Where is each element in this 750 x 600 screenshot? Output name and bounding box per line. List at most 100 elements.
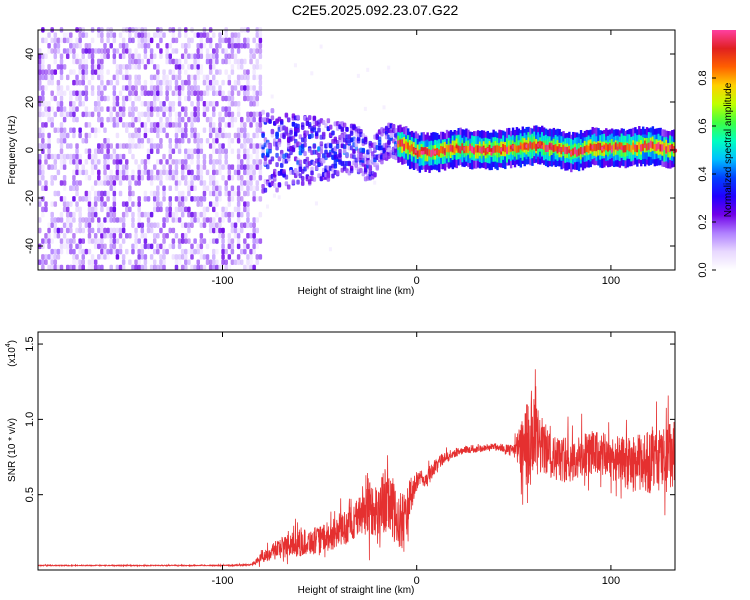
spectrogram-cell [193, 74, 197, 81]
spectrogram-cell [249, 111, 253, 118]
spectrogram-cell [252, 190, 256, 197]
spectrogram-cell [249, 259, 253, 265]
spectrogram-cell [134, 106, 138, 112]
spectrogram-cell [307, 121, 312, 127]
spectrogram-cell [246, 164, 250, 170]
spectrogram-cell [174, 48, 179, 54]
spectrogram-cell [208, 201, 213, 207]
spectrogram-cell [252, 101, 256, 107]
spectrogram-cell [552, 144, 556, 153]
spectrogram-cell [296, 179, 300, 185]
spectrogram-cell [75, 95, 79, 102]
spectrogram-cell [156, 132, 160, 139]
spectrogram-cell [233, 79, 238, 86]
spectrogram-cell [218, 132, 222, 139]
spectrogram-cell [165, 79, 169, 86]
spectrogram-cell [243, 58, 247, 65]
spectrogram-cell [81, 101, 86, 107]
spectrogram-cell [81, 58, 86, 65]
spectrogram-cell [168, 206, 173, 213]
spectrogram-cell [146, 153, 151, 160]
spectrogram-cell [118, 174, 123, 181]
spectrogram-cell [109, 116, 113, 123]
spectrogram-cell [230, 148, 235, 155]
spectrogram-cell [56, 190, 61, 197]
spectrogram-cell [47, 227, 51, 234]
spectrogram-cell [53, 248, 58, 255]
spectrogram-cell [131, 264, 135, 271]
spectrogram-cell [249, 116, 253, 123]
spectrogram-cell [236, 153, 241, 160]
spectrogram-cell [202, 222, 207, 228]
spectrogram-cell [97, 196, 101, 202]
spectrogram-cell [38, 48, 42, 54]
spectrogram-cell [78, 64, 82, 70]
spectrogram-cell [134, 32, 138, 38]
spectrogram-cell [224, 148, 228, 155]
spectrogram-cell [159, 264, 163, 271]
spectrogram-cell [100, 190, 104, 197]
spectrogram-cell [128, 53, 132, 60]
spectrogram-cell [275, 162, 279, 168]
spectrogram-cell [249, 153, 253, 160]
spectrogram-cell [112, 185, 117, 192]
spectrogram-cell [140, 143, 145, 149]
spectrogram-cell [41, 127, 45, 133]
spectrogram-cell [218, 85, 222, 91]
spectrogram-cell [59, 159, 64, 165]
spectrogram-cell [168, 227, 173, 234]
spectrogram-cell [258, 196, 263, 202]
spectrogram-cell [599, 143, 602, 151]
spectrogram-cell [100, 222, 104, 228]
spectrogram-cell [112, 85, 117, 91]
spectrogram-cell [243, 143, 247, 149]
spectrogram-cell [382, 105, 386, 110]
spectrogram-cell [373, 172, 377, 178]
spectrogram-cell [246, 159, 250, 165]
spectrogram-cell [239, 74, 244, 81]
spectrogram-cell [128, 90, 132, 96]
spectrogram-cell [184, 180, 188, 186]
spectrogram-cell [291, 146, 296, 152]
spectrogram-cell [137, 174, 141, 181]
spectrogram-cell [184, 259, 188, 265]
spectrogram-cell [239, 143, 244, 149]
spectrogram-cell [168, 196, 173, 202]
spectrogram-cell [215, 238, 219, 244]
spectrogram-cell [84, 106, 89, 112]
spectrogram-cell [255, 132, 260, 139]
spectrogram-cell [137, 116, 141, 123]
spectrogram-cell [558, 144, 561, 152]
spectrogram-cell [97, 190, 101, 197]
spectrogram-cell [106, 53, 110, 60]
spectrogram-cell [143, 79, 148, 86]
spectrogram-cell [249, 254, 253, 260]
spectrogram-cell [121, 111, 126, 118]
spectrogram-cell [457, 145, 460, 153]
spectrogram-cell [162, 153, 166, 160]
spectrogram-cell [78, 79, 82, 86]
spectrogram-cell [239, 174, 244, 181]
spectrogram-cell [115, 159, 120, 165]
spectrogram-cell [174, 58, 179, 65]
spectrogram-cell [208, 259, 213, 265]
spectrogram-cell [193, 79, 197, 86]
spectrogram-cell [128, 58, 132, 65]
spectrogram-cell [149, 222, 154, 228]
spectrogram-cell [118, 217, 123, 223]
spectrogram-cell [156, 264, 160, 271]
spectrogram-cell [128, 148, 132, 155]
spectrogram-cell [221, 116, 225, 123]
spectrogram-cell [50, 106, 54, 112]
spectrogram-cell [84, 248, 89, 255]
spectrogram-cell [137, 201, 141, 207]
spectrogram-cell [180, 132, 185, 139]
spectrogram-cell [659, 144, 662, 152]
spectrogram-cell [47, 222, 51, 228]
spectrogram-cell [38, 174, 42, 181]
spectrogram-cell [62, 64, 67, 70]
spectrogram-cell [246, 90, 250, 96]
spectrogram-cell [41, 74, 45, 81]
spectrogram-cell [106, 116, 110, 123]
spectrogram-cell [546, 144, 550, 152]
